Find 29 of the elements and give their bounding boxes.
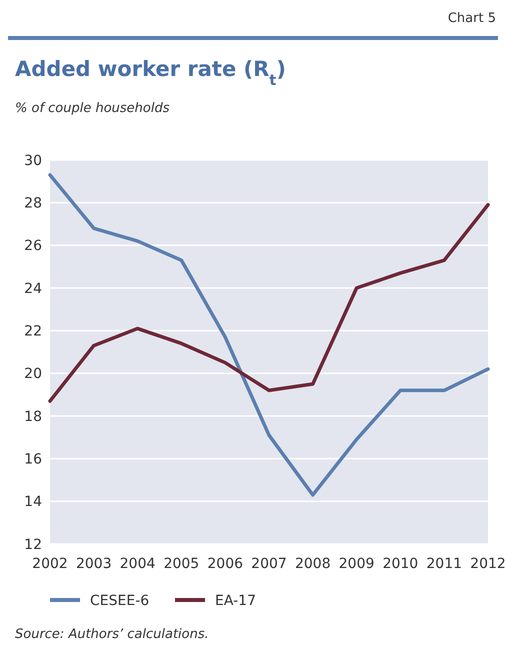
y-tick-label: 16 — [24, 452, 42, 468]
line-series — [48, 203, 490, 403]
x-tick-label: 2004 — [120, 556, 156, 572]
y-tick-label: 30 — [24, 152, 42, 169]
y-tick-label: 18 — [24, 408, 42, 425]
x-tick-label: 2006 — [207, 556, 244, 572]
source-note: Source: Authors’ calculations. — [15, 627, 209, 642]
y-tick-label: 24 — [24, 280, 42, 297]
x-tick-label: 2008 — [294, 556, 331, 572]
x-tick-label: 2011 — [426, 556, 462, 572]
caption: Chart 5 — [448, 11, 496, 26]
line-series — [48, 173, 490, 497]
y-axis-title: % of couple households — [15, 101, 170, 116]
x-tick-label: 2003 — [76, 556, 112, 572]
y-tick-label: 26 — [24, 238, 42, 254]
y-tick-label: 28 — [24, 196, 42, 212]
x-tick-label: 2012 — [470, 556, 506, 572]
y-tick-label: 22 — [24, 324, 42, 340]
x-tick-label: 2007 — [251, 556, 287, 572]
x-tick-label: 2002 — [32, 556, 68, 572]
chart-title: Added worker rate (R$_{t}$) — [15, 57, 286, 88]
x-tick-label: 2009 — [338, 556, 374, 572]
y-tick-label: 12 — [24, 536, 42, 553]
x-tick-label: 2010 — [382, 556, 418, 572]
legend-label: CESEE-6 — [90, 592, 150, 609]
x-tick-label: 2005 — [164, 556, 200, 572]
y-tick-label: 20 — [24, 366, 42, 382]
y-tick-label: 14 — [24, 494, 42, 510]
legend-label: EA-17 — [215, 592, 256, 609]
